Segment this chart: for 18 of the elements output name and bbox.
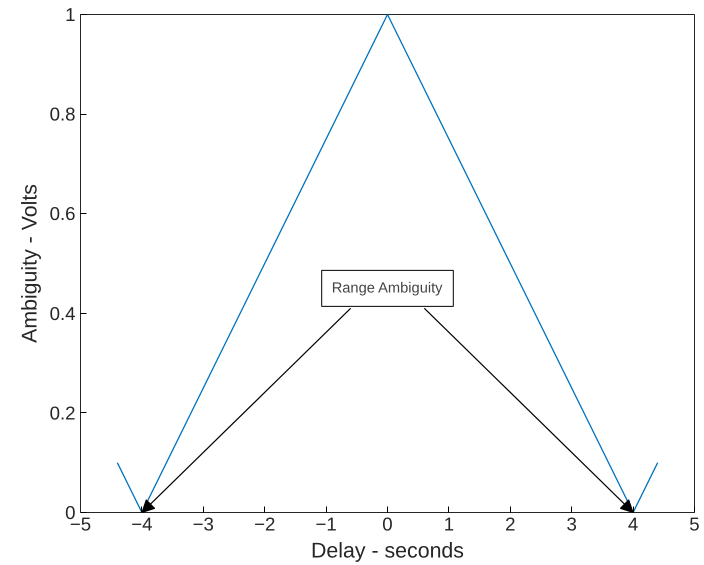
x-tick-label: −3 [192,514,214,534]
x-tick-label: 3 [566,514,577,534]
x-tick-label: −4 [131,514,153,534]
annotation: Range Ambiguity [332,280,444,296]
x-tick-label: 5 [689,514,700,534]
x-axis-title: Delay - seconds [311,538,464,562]
x-tick-label: −1 [315,514,337,534]
y-tick-label: 0.4 [50,302,76,324]
y-axis-title: Ambiguity - Volts [18,184,42,343]
x-tick-label: 2 [505,514,516,534]
x-tick-label: 0 [382,514,393,534]
x-tick-label: 4 [628,514,638,534]
x-tick-label: 1 [444,514,454,534]
x-tick-label: −2 [254,514,276,534]
y-tick-label: 0.8 [50,104,76,125]
y-tick-label: 0.2 [50,402,76,424]
y-tick-label: 1 [65,4,76,25]
y-tick-label: 0.6 [50,203,76,224]
